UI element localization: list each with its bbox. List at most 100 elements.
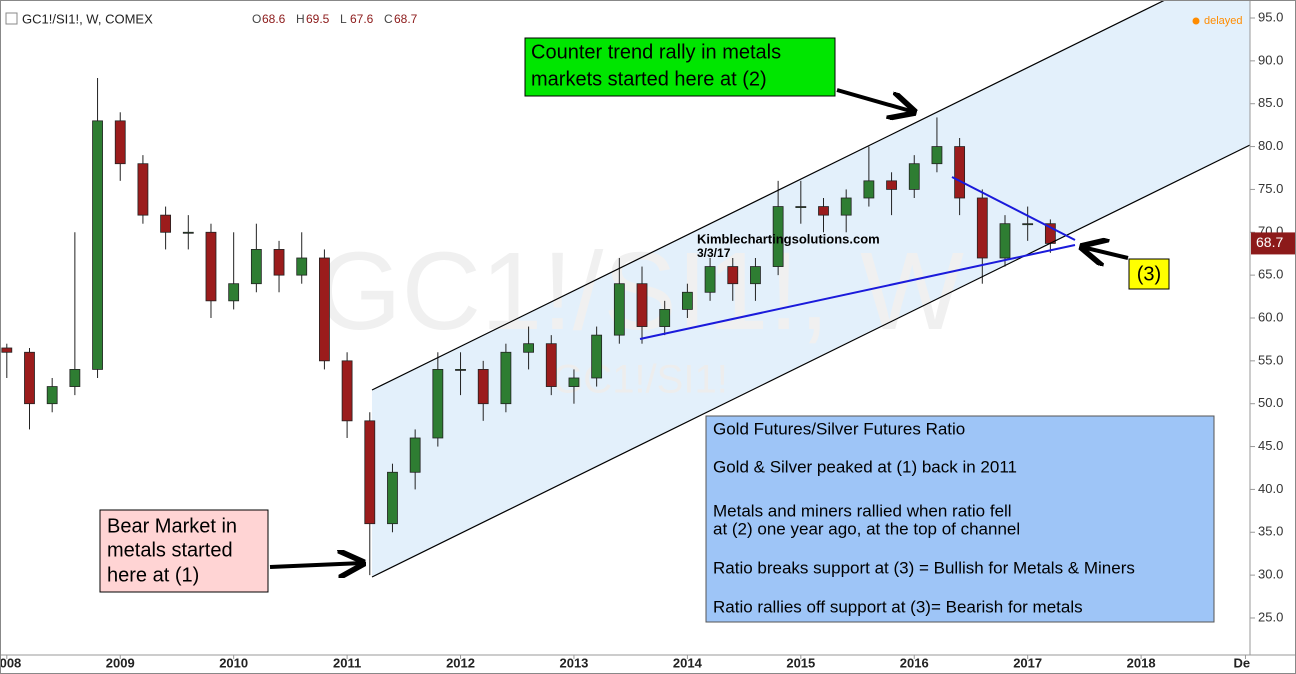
channel-fill [372, 0, 1250, 577]
candle-body [92, 120, 103, 370]
candle-body [636, 283, 648, 327]
candle-body [1, 347, 13, 353]
candles [1, 77, 1056, 576]
candle-body [341, 360, 353, 422]
candle-body [954, 146, 966, 199]
candle-body [704, 266, 716, 293]
x-tick-label: 2015 [786, 655, 815, 670]
y-tick-label: 75.0 [1258, 181, 1283, 196]
candle-body [477, 369, 489, 405]
y-tick-label: 40.0 [1258, 481, 1283, 496]
annotation-box [1128, 258, 1170, 290]
support-line [639, 244, 1076, 340]
annotation-box [524, 37, 836, 97]
note: Ratio rallies off support at (3)= Bearis… [713, 597, 1083, 616]
candle-body [613, 283, 625, 336]
y-tick-label: 65.0 [1258, 267, 1283, 282]
credit-date: 3/3/17 [697, 246, 731, 260]
candle-body [364, 420, 376, 525]
candle-body [795, 206, 807, 208]
note: Ratio breaks support at (3) = Bullish fo… [713, 558, 1135, 577]
candle-body [46, 386, 58, 405]
ohlc-value: 67.6 [350, 12, 374, 26]
x-tick-label: 2012 [446, 655, 475, 670]
x-tick-label: 2016 [900, 655, 929, 670]
candle-body [545, 343, 557, 387]
y-tick-label: 35.0 [1258, 524, 1283, 539]
arrow [269, 563, 363, 567]
last-price-label: 68.7 [1256, 234, 1283, 250]
candle-body [727, 266, 739, 285]
candle-body [455, 369, 466, 371]
annotation-text: (3) [1137, 263, 1161, 285]
x-tick-label: Dec [1234, 655, 1258, 670]
candle-body [319, 257, 330, 362]
candle-body [976, 197, 988, 259]
x-tick-label: 2011 [333, 655, 361, 670]
ohlc-key: O [252, 12, 261, 26]
candle-body [523, 343, 534, 353]
notes-box [705, 415, 1215, 623]
arrow [1082, 247, 1129, 258]
resistance-line [951, 176, 1076, 241]
y-tick-label: 95.0 [1258, 9, 1283, 24]
note: Gold Futures/Silver Futures Ratio [713, 419, 965, 438]
x-tick-label: 2018 [1127, 655, 1156, 670]
y-tick-label: 80.0 [1258, 138, 1283, 153]
candle-body [750, 266, 761, 285]
candle-body [160, 214, 172, 233]
y-tick-label: 25.0 [1258, 609, 1283, 624]
candle-body [908, 163, 920, 190]
candle-body [409, 437, 421, 473]
ohlc-value: 68.6 [262, 12, 286, 26]
x-tick-label: 2010 [219, 655, 248, 670]
channel-lower [371, 144, 1251, 578]
candle-body [772, 206, 784, 267]
candle-body [659, 309, 671, 327]
status-dot [1192, 17, 1200, 25]
candle-body [999, 223, 1011, 259]
y-tick-label: 60.0 [1258, 309, 1283, 324]
x-tick-label: 2008 [0, 655, 21, 670]
credit: Kimblechartingsolutions.com [697, 231, 880, 246]
watermark-small: GC1!/SI1! [552, 358, 728, 402]
candle-body [205, 231, 217, 302]
annotation-text: Bear Market in [107, 515, 237, 537]
annotation-text: Counter trend rally in metals [531, 41, 781, 63]
candle-body [182, 231, 194, 234]
annotation-text: metals started [107, 539, 233, 561]
y-tick-label: 90.0 [1258, 52, 1283, 67]
note: Metals and miners rallied when ratio fel… [713, 501, 1012, 520]
y-tick-label: 85.0 [1258, 95, 1283, 110]
candle-body [840, 197, 852, 216]
candle-body [24, 351, 35, 405]
candle-body [114, 120, 126, 165]
candle-body [863, 180, 875, 199]
axes: 25.030.035.040.045.050.055.060.065.070.0… [0, 9, 1295, 670]
y-tick-label: 50.0 [1258, 395, 1283, 410]
candle-body [432, 369, 444, 439]
symbol: GC1!/SI1!, W, COMEX [22, 11, 153, 26]
candle-body [681, 291, 693, 310]
y-tick-label: 30.0 [1258, 567, 1283, 582]
status: delayed [1204, 15, 1243, 27]
ohlc-key: L [340, 12, 347, 26]
note: Gold & Silver peaked at (1) back in 2011 [713, 457, 1017, 476]
collapse-icon[interactable] [5, 12, 18, 25]
x-ticks: 2008 2009 2010 2011 2012 2013 2014 2015 2016 2017… [0, 655, 1258, 670]
candle-body [69, 369, 81, 387]
ohlc-key: C [384, 12, 393, 26]
candle-body [568, 377, 580, 387]
annotation-text: markets started here at (2) [531, 68, 767, 90]
y-tick-label: 45.0 [1258, 438, 1283, 453]
candle-body [273, 249, 285, 276]
candle-body [250, 249, 262, 285]
annotation-text: here at (1) [107, 564, 199, 586]
ohlc-key: H [296, 12, 305, 26]
ohlc-value: 68.7 [394, 12, 418, 26]
annotation-box [99, 509, 269, 593]
candle-body [818, 206, 829, 216]
last-price-tag [1251, 232, 1295, 255]
note: at (2) one year ago, at the top of chann… [713, 519, 1020, 538]
